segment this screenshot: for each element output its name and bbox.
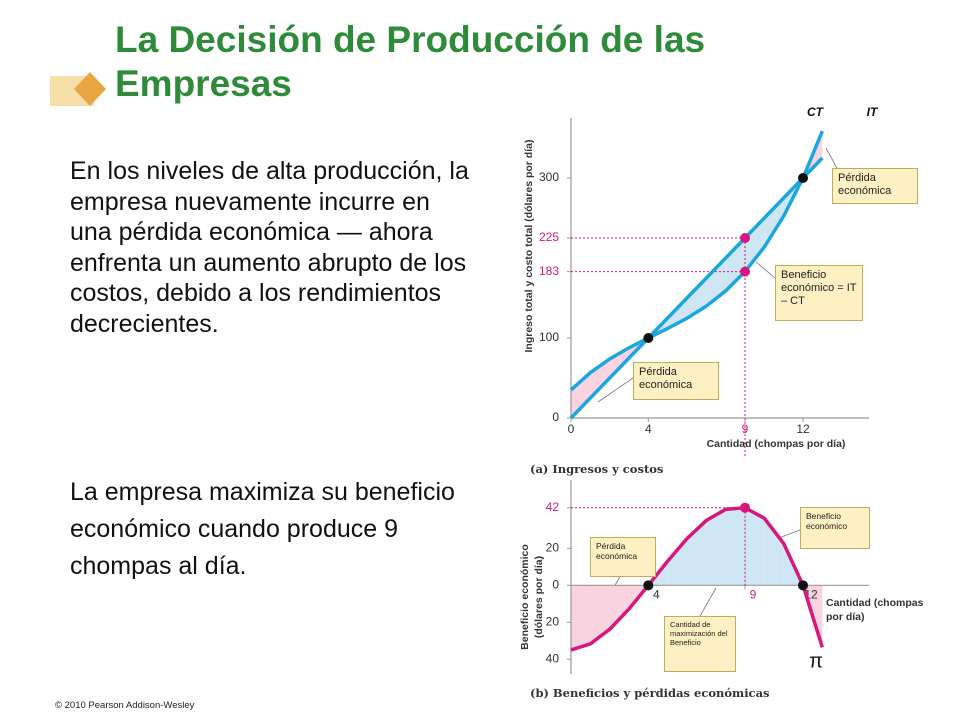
peak-point [740, 266, 750, 277]
chart-caption: (a) Ingresos y costos [530, 462, 664, 476]
profit-area [706, 509, 726, 586]
loss-area [571, 585, 591, 650]
profit-area [725, 238, 745, 291]
annotation: Cantidad de maximización del Beneficio [664, 616, 736, 672]
copyright: © 2010 Pearson Addison-Wesley [55, 700, 195, 711]
series-label: IT [867, 105, 879, 119]
x-axis-label: Cantidad (chompas por día) [826, 597, 924, 624]
series-line [570, 505, 825, 652]
break-even-point [643, 333, 654, 343]
series-line [569, 130, 824, 392]
annotation: Pérdida económica [590, 537, 656, 577]
y-tick-label: 0 [552, 410, 559, 424]
y-tick-label: 300 [539, 170, 559, 184]
profit-area [745, 507, 765, 586]
loss-area [609, 585, 629, 630]
y-tick-label: 42 [546, 500, 560, 514]
annotation: Beneficio económico [800, 507, 870, 549]
x-tick-label: 4 [645, 422, 652, 436]
annotation: Pérdida económica [633, 362, 719, 400]
y-tick-label: 20 [546, 614, 560, 628]
x-tick-label: 12 [796, 422, 810, 436]
x-tick-label: 4 [653, 587, 660, 601]
y-axis-label: Ingreso total y costo total (dólares por… [523, 139, 535, 353]
peak-point [740, 502, 750, 513]
leader [825, 147, 839, 171]
loss-area [590, 585, 610, 644]
leader [755, 261, 776, 279]
leader [699, 587, 717, 617]
loss-area [571, 372, 591, 418]
x-axis-label: Cantidad (chompas por día) [706, 438, 846, 450]
y-tick-label: 0 [552, 577, 559, 591]
slide-title: La Decisión de Producción de las Empresa… [115, 19, 706, 104]
annotation: Beneficio económico = IT – CT [775, 265, 863, 321]
decor-diamond [74, 72, 106, 106]
series-label: CT [807, 105, 825, 119]
y-tick-label: 100 [539, 330, 559, 344]
leader [597, 377, 634, 403]
chart-caption: (b) Beneficios y pérdidas económicas [530, 686, 770, 700]
peak-point [740, 233, 750, 243]
break-even-point [798, 173, 808, 183]
break-even-point [643, 580, 654, 591]
profit-area [764, 198, 784, 248]
profit-area [667, 538, 687, 586]
loss-area [609, 347, 629, 378]
paragraph: La empresa maximiza su beneficio económi… [70, 478, 455, 580]
x-tick-label: 9 [750, 587, 757, 601]
profit-area [687, 520, 707, 586]
profit-area [725, 507, 745, 586]
profit-area [667, 298, 687, 329]
x-tick-label: 0 [568, 422, 575, 436]
y-tick-label: 225 [539, 230, 559, 244]
y-tick-label: 40 [546, 651, 560, 665]
profit-area [745, 218, 765, 272]
series-label: π [809, 650, 823, 672]
y-tick-label: 183 [539, 264, 559, 278]
annotation: Pérdida económica [832, 168, 918, 204]
y-axis-label: Beneficio económico (dólares por día) [519, 544, 546, 650]
series-line [569, 156, 824, 420]
profit-area [764, 518, 784, 586]
loss-area [590, 358, 610, 398]
paragraph: En los niveles de alta producción, la em… [70, 157, 469, 338]
x-tick-label: 9 [742, 422, 749, 436]
break-even-point [798, 580, 808, 591]
y-tick-label: 20 [546, 541, 560, 555]
